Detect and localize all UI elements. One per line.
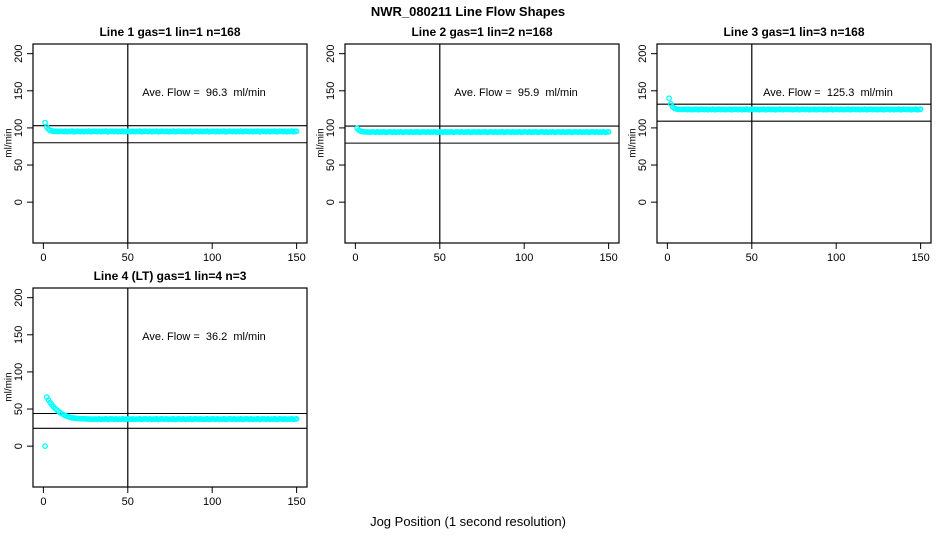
subplot-title: Line 2 gas=1 lin=2 n=168 (411, 25, 553, 39)
y-tick-label: 100 (13, 119, 25, 137)
y-axis-label: ml/min (315, 128, 327, 158)
y-tick-label: 0 (13, 443, 25, 449)
flow-point (917, 106, 924, 113)
y-tick-label: 50 (637, 159, 649, 171)
y-tick-label: 150 (637, 82, 649, 100)
plot-box (32, 43, 308, 244)
subplot-line-1: 0 50 100 150 0 50 100 150 200 Line 1 gas=1 lin=1… (0, 20, 312, 264)
y-tick-label: 150 (13, 82, 25, 100)
subplot-title: Line 4 (LT) gas=1 lin=4 n=3 (93, 269, 247, 283)
x-tick-label: 0 (352, 252, 358, 264)
x-tick-label: 50 (434, 252, 446, 264)
y-tick-label: 100 (637, 119, 649, 137)
y-tick-label: 200 (325, 44, 337, 62)
y-tick-label: 200 (13, 288, 25, 306)
x-tick-label: 150 (287, 496, 305, 508)
ave-flow-annotation: Ave. Flow = 125.3 ml/min (763, 87, 893, 99)
flow-point (666, 95, 672, 102)
subplot-title: Line 1 gas=1 lin=1 n=168 (99, 25, 241, 39)
figure-x-axis-label: Jog Position (1 second resolution) (370, 514, 566, 529)
data-points-series (666, 95, 924, 113)
plot-box (32, 287, 308, 488)
x-tick-label: 100 (827, 252, 845, 264)
subplot-title: Line 3 gas=1 lin=3 n=168 (723, 25, 865, 39)
ave-flow-annotation: Ave. Flow = 96.3 ml/min (142, 87, 266, 99)
x-tick-label: 150 (911, 252, 929, 264)
y-tick-label: 200 (637, 44, 649, 62)
plot-box (656, 43, 932, 244)
figure-title: NWR_080211 Line Flow Shapes (370, 4, 566, 19)
data-points-series (354, 125, 612, 136)
x-tick-label: 0 (40, 496, 46, 508)
y-tick-label: 50 (13, 159, 25, 171)
plot-area: 0 50 100 150 0 50 100 150 200 (637, 43, 932, 264)
y-axis-label: ml/min (3, 128, 15, 158)
y-tick-label: 50 (325, 159, 337, 171)
y-tick-label: 0 (325, 199, 337, 205)
subplot-line-2: 0 50 100 150 0 50 100 150 200 Line 2 gas=1 lin=2… (312, 20, 624, 264)
subplot-line-4: 0 50 100 150 0 50 100 150 200 Line 4 (LT) gas=1 … (0, 264, 312, 508)
flow-point (605, 128, 612, 135)
x-tick-label: 0 (40, 252, 46, 264)
data-points-series (42, 394, 300, 450)
plot-area: 0 50 100 150 0 50 100 150 200 (13, 287, 308, 508)
x-tick-label: 150 (599, 252, 617, 264)
y-tick-label: 100 (325, 119, 337, 137)
x-tick-label: 50 (122, 252, 134, 264)
x-tick-label: 50 (746, 252, 758, 264)
flow-point (293, 128, 300, 135)
ave-flow-annotation: Ave. Flow = 95.9 ml/min (454, 87, 578, 99)
x-tick-label: 0 (664, 252, 670, 264)
y-axis-label: ml/min (627, 128, 639, 158)
y-tick-label: 0 (13, 199, 25, 205)
subplot-line-3: 0 50 100 150 0 50 100 150 200 Line 3 gas=1 lin=3… (624, 20, 936, 264)
flow-point (42, 443, 48, 450)
flow-point (293, 416, 300, 422)
y-tick-label: 150 (13, 326, 25, 344)
x-tick-label: 100 (203, 252, 221, 264)
y-tick-label: 150 (325, 82, 337, 100)
y-tick-label: 50 (13, 403, 25, 415)
plot-area: 0 50 100 150 0 50 100 150 200 (13, 43, 308, 264)
plot-area: 0 50 100 150 0 50 100 150 200 (325, 43, 620, 264)
flow-point (42, 119, 48, 126)
y-axis-label: ml/min (3, 372, 15, 402)
y-tick-label: 100 (13, 363, 25, 381)
x-tick-label: 50 (122, 496, 134, 508)
data-points-series (42, 119, 300, 135)
ave-flow-annotation: Ave. Flow = 36.2 ml/min (142, 331, 266, 343)
y-tick-label: 0 (637, 199, 649, 205)
x-tick-label: 100 (203, 496, 221, 508)
plot-box (344, 43, 620, 244)
x-tick-label: 150 (287, 252, 305, 264)
y-tick-label: 200 (13, 44, 25, 62)
x-tick-label: 100 (515, 252, 533, 264)
